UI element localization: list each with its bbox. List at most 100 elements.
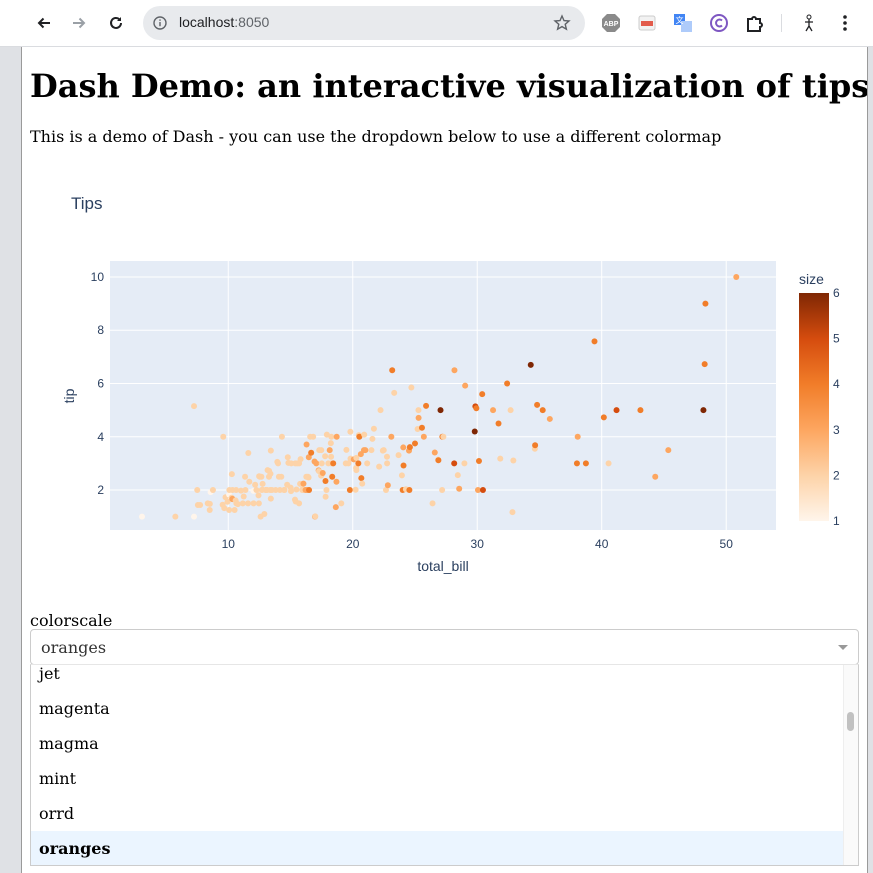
data-point[interactable] <box>389 367 396 374</box>
forward-icon[interactable] <box>65 9 93 37</box>
data-point[interactable] <box>191 513 198 520</box>
dropdown-menu[interactable]: jet magenta magma mint orrd oranges <box>30 664 859 866</box>
data-point[interactable] <box>665 447 672 454</box>
data-point[interactable] <box>456 485 463 492</box>
bookmark-star-icon[interactable] <box>553 14 571 32</box>
address-bar[interactable]: localhost:8050 <box>143 6 585 40</box>
data-point[interactable] <box>267 447 274 454</box>
data-point[interactable] <box>495 420 502 427</box>
data-point[interactable] <box>328 453 335 460</box>
data-point[interactable] <box>451 460 458 467</box>
data-point[interactable] <box>296 500 303 507</box>
data-point[interactable] <box>507 407 514 414</box>
data-point[interactable] <box>546 415 553 422</box>
data-point[interactable] <box>259 480 266 487</box>
data-point[interactable] <box>252 481 259 488</box>
data-point[interactable] <box>376 463 383 470</box>
data-point[interactable] <box>233 487 240 494</box>
data-point[interactable] <box>197 501 204 508</box>
data-point[interactable] <box>406 487 413 494</box>
data-point[interactable] <box>573 460 580 467</box>
reload-icon[interactable] <box>102 9 130 37</box>
data-point[interactable] <box>255 500 262 507</box>
data-point[interactable] <box>637 407 644 414</box>
data-point[interactable] <box>272 487 279 494</box>
data-point[interactable] <box>356 433 363 440</box>
option-oranges[interactable]: oranges <box>31 831 843 865</box>
data-point[interactable] <box>206 507 213 514</box>
data-point[interactable] <box>293 486 300 493</box>
data-point[interactable] <box>303 441 310 448</box>
data-point[interactable] <box>326 447 333 454</box>
data-point[interactable] <box>250 500 257 507</box>
data-point[interactable] <box>308 449 315 456</box>
data-point[interactable] <box>733 273 740 280</box>
data-point[interactable] <box>333 478 340 485</box>
data-point[interactable] <box>400 444 407 451</box>
data-point[interactable] <box>267 470 274 477</box>
data-point[interactable] <box>362 447 369 454</box>
data-point[interactable] <box>343 446 350 453</box>
data-point[interactable] <box>391 389 398 396</box>
colorscale-dropdown[interactable]: oranges <box>30 629 859 665</box>
data-point[interactable] <box>382 487 389 494</box>
data-point[interactable] <box>439 487 446 494</box>
data-point[interactable] <box>353 454 360 461</box>
data-point[interactable] <box>474 487 481 494</box>
option-magma[interactable]: magma <box>39 734 99 753</box>
data-point[interactable] <box>310 433 317 440</box>
data-point[interactable] <box>346 487 353 494</box>
data-point[interactable] <box>329 473 336 480</box>
data-point[interactable] <box>323 487 330 494</box>
data-point[interactable] <box>353 467 360 474</box>
data-point[interactable] <box>451 367 458 374</box>
data-point[interactable] <box>194 487 201 494</box>
back-icon[interactable] <box>30 9 58 37</box>
kebab-menu-icon[interactable] <box>833 11 857 35</box>
data-point[interactable] <box>352 486 359 493</box>
data-point[interactable] <box>440 433 447 440</box>
data-point[interactable] <box>380 447 387 454</box>
option-jet[interactable]: jet <box>39 664 60 683</box>
site-info-icon[interactable] <box>153 16 167 30</box>
data-point[interactable] <box>415 407 422 414</box>
data-point[interactable] <box>423 402 430 409</box>
data-point[interactable] <box>411 440 418 447</box>
data-point[interactable] <box>364 460 371 467</box>
data-point[interactable] <box>462 382 469 389</box>
data-point[interactable] <box>600 414 607 421</box>
data-point[interactable] <box>288 488 295 495</box>
data-point[interactable] <box>473 405 480 412</box>
data-point[interactable] <box>582 460 589 467</box>
data-point[interactable] <box>701 361 708 368</box>
data-point[interactable] <box>652 473 659 480</box>
data-point[interactable] <box>275 460 282 467</box>
data-point[interactable] <box>237 487 244 494</box>
data-point[interactable] <box>239 500 246 507</box>
data-point[interactable] <box>255 492 262 499</box>
data-point[interactable] <box>437 407 444 414</box>
data-point[interactable] <box>509 509 516 516</box>
option-orrd[interactable]: orrd <box>39 804 75 823</box>
data-point[interactable] <box>322 453 329 460</box>
data-point[interactable] <box>479 487 486 494</box>
data-point[interactable] <box>368 447 375 454</box>
data-point[interactable] <box>605 460 612 467</box>
data-point[interactable] <box>245 500 252 507</box>
data-point[interactable] <box>504 380 511 387</box>
data-point[interactable] <box>435 457 442 464</box>
data-point[interactable] <box>253 487 260 494</box>
data-point[interactable] <box>305 454 312 461</box>
data-point[interactable] <box>461 460 468 467</box>
option-magenta[interactable]: magenta <box>39 699 110 718</box>
data-point[interactable] <box>338 500 345 507</box>
data-point[interactable] <box>267 495 274 502</box>
data-point[interactable] <box>330 460 337 467</box>
data-point[interactable] <box>322 493 329 500</box>
data-point[interactable] <box>539 407 546 414</box>
data-point[interactable] <box>312 513 319 520</box>
data-point[interactable] <box>475 458 482 465</box>
pdf-icon[interactable] <box>635 11 659 35</box>
data-point[interactable] <box>258 473 265 480</box>
data-point[interactable] <box>395 452 402 459</box>
